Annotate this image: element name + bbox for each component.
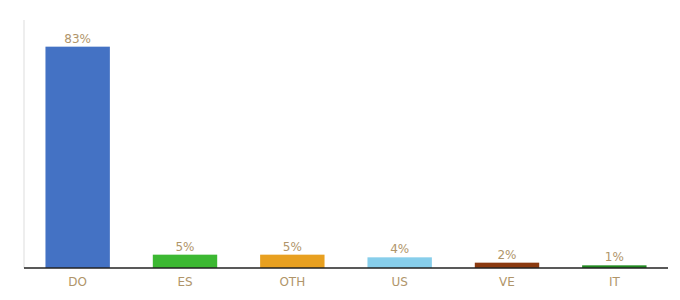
data-label: 5% (175, 240, 194, 254)
x-tick-label: ES (177, 275, 192, 289)
data-label: 83% (64, 32, 91, 46)
bar (367, 257, 431, 268)
bars (45, 47, 646, 268)
chart: 83% 5% 5% 4% 2% 1% DO ES OTH US VE IT (0, 0, 680, 300)
bar (475, 263, 539, 268)
x-tick-label: DO (68, 275, 87, 289)
y-axis-line (24, 20, 25, 268)
x-tick-label: IT (609, 275, 621, 289)
bar (260, 255, 324, 268)
data-label: 4% (390, 242, 409, 256)
x-tick-label: OTH (279, 275, 305, 289)
data-label: 5% (283, 240, 302, 254)
bar (153, 255, 217, 268)
x-tick-label: VE (499, 275, 515, 289)
chart-container: 83% 5% 5% 4% 2% 1% DO ES OTH US VE IT (0, 0, 680, 300)
data-label: 1% (605, 250, 624, 264)
bar (45, 47, 109, 268)
x-axis-line (24, 267, 668, 269)
data-label: 2% (497, 248, 516, 262)
x-tick-label: US (391, 275, 407, 289)
